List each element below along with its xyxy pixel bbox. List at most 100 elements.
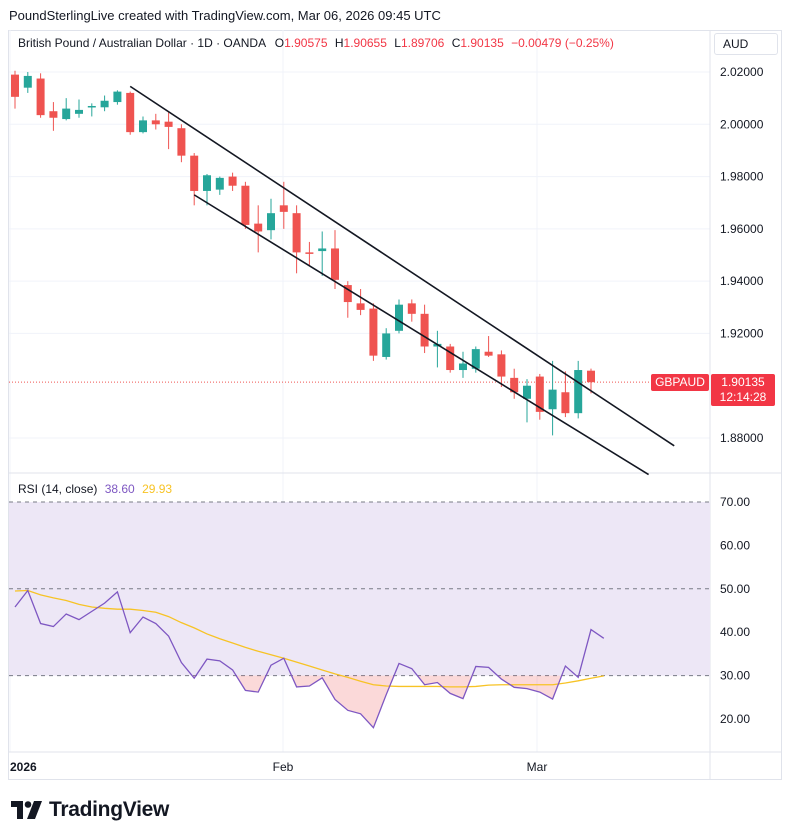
candle-up bbox=[382, 333, 391, 357]
rsi-ma-line bbox=[14, 589, 604, 688]
rsi-line bbox=[14, 589, 605, 729]
candle-up bbox=[267, 213, 275, 231]
high-value: 1.90655 bbox=[343, 36, 387, 50]
change-value: −0.00479 (−0.25%) bbox=[511, 36, 614, 50]
price-tick-label: 1.96000 bbox=[720, 222, 764, 236]
rsi-tick-label: 40.00 bbox=[720, 625, 750, 639]
price-tick-label: 1.92000 bbox=[720, 326, 764, 340]
candle-up bbox=[395, 304, 403, 331]
channel-line bbox=[129, 85, 675, 447]
candle-down bbox=[279, 205, 288, 212]
rsi-tick-label: 20.00 bbox=[720, 712, 750, 726]
rsi-oversold-fill bbox=[497, 675, 562, 700]
candle-up bbox=[75, 109, 83, 114]
low-value: 1.89706 bbox=[400, 36, 445, 50]
price-tick-label: 1.98000 bbox=[720, 170, 764, 184]
candle-down bbox=[343, 285, 352, 303]
candle-up bbox=[215, 177, 224, 190]
symbol-tag: GBPAUD bbox=[651, 374, 709, 391]
channel-line bbox=[193, 194, 650, 476]
candle-down bbox=[484, 351, 493, 356]
candle-up bbox=[23, 75, 32, 88]
candle-down bbox=[305, 252, 314, 254]
candle-up bbox=[62, 108, 71, 120]
tradingview-logo[interactable]: TradingView bbox=[11, 798, 169, 822]
candle-down bbox=[535, 376, 544, 412]
low-label: L bbox=[394, 36, 401, 50]
watermark-header: PoundSterlingLive created with TradingVi… bbox=[9, 8, 441, 23]
last-price-label: 1.90135 12:14:28 bbox=[711, 374, 775, 406]
open-label: O bbox=[274, 36, 285, 50]
rsi-legend: RSI (14, close) 38.60 29.93 bbox=[18, 482, 172, 496]
symbol-title: British Pound / Australian Dollar · 1D ·… bbox=[18, 36, 266, 50]
candle-down bbox=[292, 213, 301, 253]
time-tick-label: 2026 bbox=[10, 760, 37, 774]
candle-up bbox=[87, 105, 96, 108]
candle-up bbox=[548, 389, 557, 410]
chart-frame bbox=[8, 30, 782, 780]
candle-down bbox=[11, 74, 19, 97]
rsi-axis: 70.00 60.00 50.00 40.00 30.00 20.00 bbox=[720, 495, 750, 726]
candle-up bbox=[113, 91, 122, 103]
price-tick-label: 2.00000 bbox=[720, 117, 764, 131]
tradingview-wordmark: TradingView bbox=[49, 798, 170, 821]
candle-down bbox=[190, 155, 199, 191]
currency-button[interactable]: AUD bbox=[714, 33, 778, 55]
rsi-title: RSI (14, close) bbox=[18, 482, 98, 496]
candle-down bbox=[126, 92, 135, 133]
candle-down bbox=[228, 176, 237, 186]
rsi-oversold-fill bbox=[291, 675, 395, 728]
candle-up bbox=[574, 370, 583, 414]
high-label: H bbox=[334, 36, 344, 50]
candle-down bbox=[407, 303, 416, 314]
bar-countdown: 12:14:28 bbox=[719, 390, 767, 404]
close-label: C bbox=[451, 36, 461, 50]
channel-lines bbox=[129, 85, 675, 476]
candle-down bbox=[36, 78, 45, 116]
candle-down bbox=[420, 313, 429, 347]
close-value: 1.90135 bbox=[460, 36, 504, 50]
time-tick-label: Feb bbox=[273, 760, 294, 774]
candle-up bbox=[139, 120, 147, 133]
rsi-value: 38.60 bbox=[104, 482, 135, 496]
candle-down bbox=[254, 223, 263, 232]
candle-up bbox=[318, 248, 327, 252]
candle-down bbox=[151, 120, 160, 125]
price-tick-label: 1.94000 bbox=[720, 274, 764, 288]
rsi-tick-label: 60.00 bbox=[720, 538, 750, 552]
candle-down bbox=[164, 121, 173, 127]
candle-down bbox=[587, 370, 595, 383]
price-legend: British Pound / Australian Dollar · 1D ·… bbox=[18, 36, 618, 50]
candle-up bbox=[471, 349, 480, 369]
candle-down bbox=[241, 185, 250, 225]
tradingview-logo-icon bbox=[11, 801, 42, 819]
candle-down bbox=[356, 303, 365, 310]
price-tick-label: 1.88000 bbox=[720, 431, 764, 445]
candle-up bbox=[459, 363, 467, 371]
candle-down bbox=[497, 354, 506, 377]
price-tick-label: 2.02000 bbox=[720, 65, 764, 79]
candle-up bbox=[100, 100, 109, 108]
candle-down bbox=[49, 111, 58, 118]
price-axis: 2.02000 2.00000 1.98000 1.96000 1.94000 1.920… bbox=[720, 65, 764, 445]
last-price-value: 1.90135 bbox=[721, 375, 765, 389]
candle-down bbox=[369, 308, 378, 356]
candle-down bbox=[331, 248, 339, 280]
candle-series bbox=[11, 70, 595, 436]
rsi-panel bbox=[9, 501, 710, 729]
open-value: 1.90575 bbox=[284, 36, 328, 50]
time-tick-label: Mar bbox=[527, 760, 548, 774]
rsi-tick-label: 50.00 bbox=[720, 582, 750, 596]
rsi-tick-label: 70.00 bbox=[720, 495, 750, 509]
candle-down bbox=[510, 377, 519, 393]
rsi-ma-value: 29.93 bbox=[142, 482, 173, 496]
candle-down bbox=[561, 392, 570, 414]
rsi-tick-label: 30.00 bbox=[720, 669, 750, 683]
rsi-oversold-fill bbox=[236, 675, 267, 693]
candle-down bbox=[446, 346, 455, 371]
candle-up bbox=[523, 385, 531, 399]
candle-down bbox=[177, 128, 186, 156]
candle-up bbox=[203, 175, 211, 191]
time-axis: 2026 Feb Mar bbox=[10, 760, 547, 774]
